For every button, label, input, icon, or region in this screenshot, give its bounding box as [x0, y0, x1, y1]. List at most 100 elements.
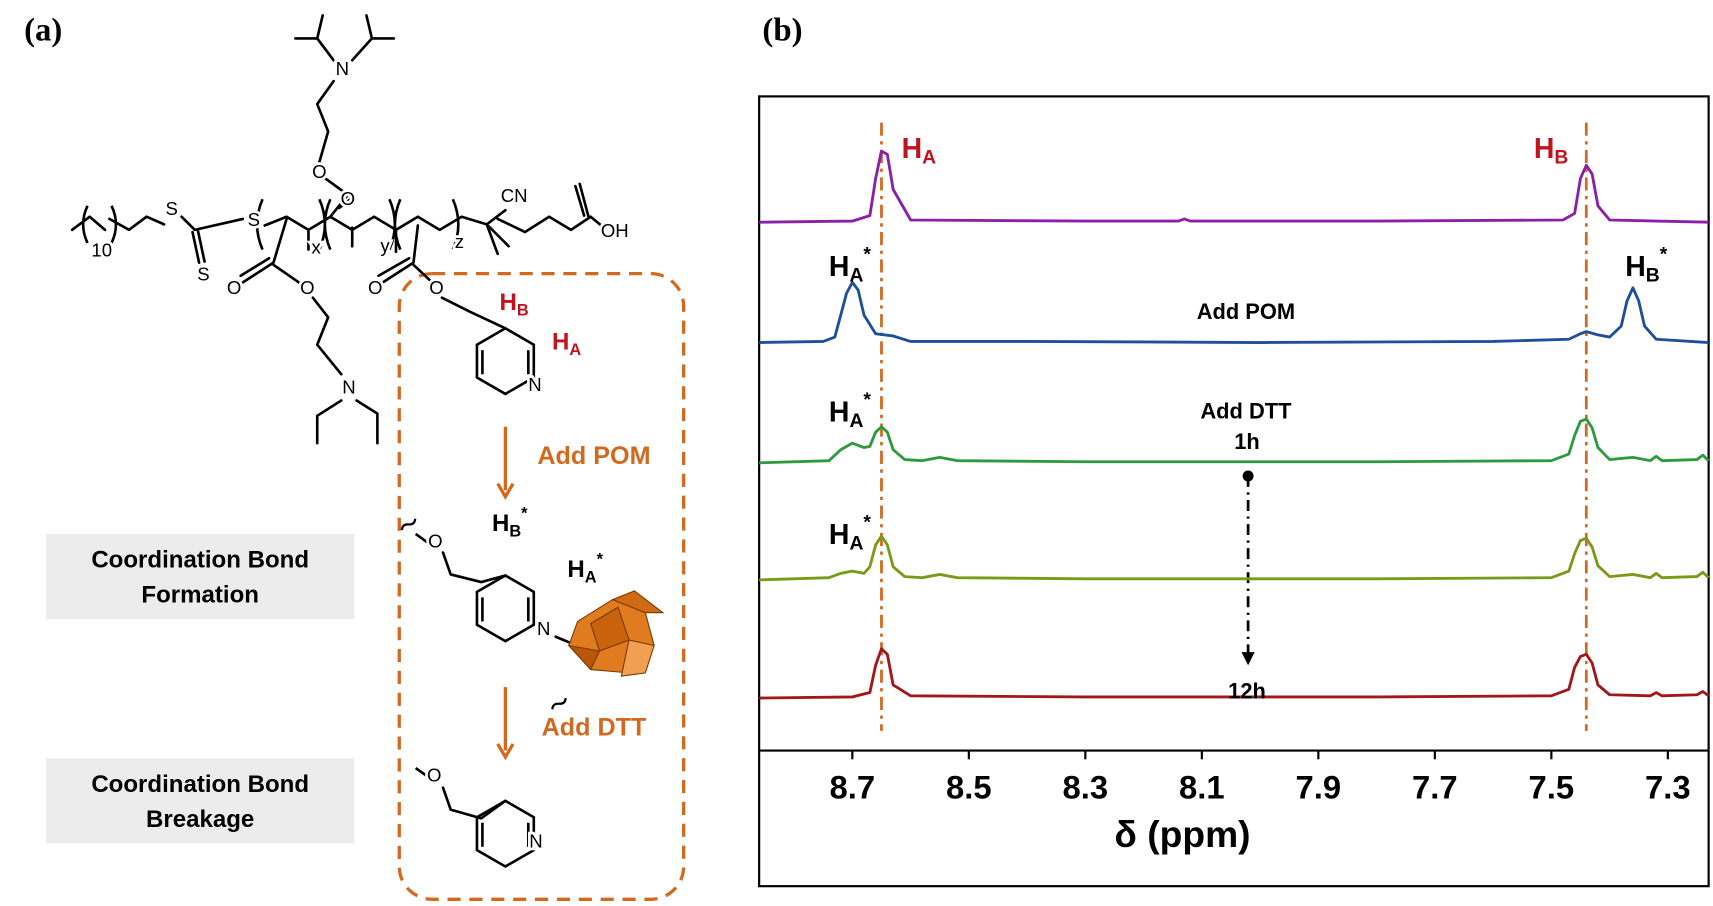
- ring: [475, 326, 536, 396]
- superscript: *: [863, 244, 871, 265]
- symbol: H: [492, 511, 509, 538]
- atom-label: 10: [91, 240, 112, 261]
- subscript: A: [922, 148, 936, 169]
- atom-label: O: [312, 161, 326, 182]
- annotation: Add POM: [1197, 299, 1295, 324]
- superscript: *: [597, 551, 604, 569]
- label-box: [45, 533, 355, 620]
- superscript: *: [863, 512, 871, 533]
- atom-label: O: [341, 188, 355, 209]
- x-tick-label: 7.9: [1296, 769, 1342, 806]
- spectrum: [759, 280, 1709, 344]
- proton-label: HA: [552, 329, 581, 359]
- box-label: Formation: [141, 582, 259, 609]
- superscript: *: [863, 390, 871, 411]
- x-tick-label: 8.1: [1179, 769, 1225, 806]
- atom-label: y: [380, 235, 390, 256]
- subscript: B: [517, 302, 529, 320]
- symbol: H: [829, 251, 850, 283]
- spectrum: [759, 534, 1710, 582]
- x-axis-label: δ (ppm): [1114, 813, 1250, 855]
- annotation: HB: [1534, 133, 1569, 169]
- annotation: Add DTT: [1200, 398, 1292, 423]
- structure: [45, 14, 686, 901]
- symbol: H: [902, 133, 923, 165]
- symbol: H: [552, 329, 569, 356]
- x-tick-label: 7.3: [1645, 769, 1691, 806]
- symbol: H: [829, 519, 850, 551]
- plot-frame: [758, 95, 1710, 888]
- atom-label: x: [311, 236, 321, 257]
- subscript: B: [1554, 148, 1568, 169]
- atom-label: S: [248, 209, 260, 230]
- atom-label: S: [197, 264, 209, 285]
- atom-label: O: [427, 765, 441, 786]
- annotation: 12h: [1228, 678, 1266, 703]
- atom-label: N: [336, 58, 349, 79]
- bonds: [70, 14, 606, 820]
- x-tick-label: 8.5: [946, 769, 992, 806]
- annotation: HA*: [829, 390, 872, 432]
- subscript: A: [849, 266, 863, 287]
- spectrum: [759, 149, 1709, 224]
- x-tick-label: 8.7: [830, 769, 876, 806]
- atom-label: z: [455, 231, 464, 252]
- atom-label: N: [537, 618, 550, 639]
- ring: [475, 799, 536, 868]
- time-arrow-head: [1241, 652, 1255, 666]
- pom-cluster: [567, 590, 665, 677]
- step-label: Add POM: [537, 442, 650, 470]
- wavy-bond: [400, 518, 567, 710]
- annotation: 1h: [1234, 429, 1260, 454]
- atom-label: S: [166, 198, 178, 219]
- panel-label: (b): [762, 12, 802, 48]
- spectrum: [759, 647, 1710, 700]
- spectrum: [759, 417, 1710, 465]
- x-tick-label: 7.7: [1412, 769, 1458, 806]
- x-tick-label: 7.5: [1529, 769, 1575, 806]
- proton-label: HB: [500, 290, 529, 320]
- subscript: A: [849, 411, 863, 432]
- box-label: Coordination Bond: [91, 771, 309, 798]
- atom-label: O: [300, 277, 314, 298]
- box-label: Coordination Bond: [91, 547, 309, 574]
- symbol: H: [500, 290, 517, 317]
- superscript: *: [521, 505, 528, 523]
- subscript: B: [1646, 266, 1660, 287]
- proton-label: HA*: [567, 551, 603, 587]
- atom-label: N: [529, 830, 542, 851]
- label-box: [45, 758, 355, 844]
- atom-label: O: [428, 531, 442, 552]
- subscript: B: [509, 523, 521, 541]
- subscript: A: [569, 341, 581, 359]
- arrow-head: [496, 482, 515, 761]
- subscript: A: [849, 534, 863, 555]
- atom-label: OH: [601, 220, 629, 241]
- annotation: HB*: [1625, 244, 1668, 286]
- annotation: HA*: [829, 244, 872, 286]
- brackets: [81, 198, 460, 251]
- atom-label: N: [528, 374, 541, 395]
- atom-label: O: [429, 277, 443, 298]
- symbol: H: [567, 556, 584, 583]
- bonds: [414, 532, 432, 781]
- atom-label: O: [227, 277, 241, 298]
- atom-label: CN: [501, 185, 528, 206]
- atom-label: N: [342, 376, 355, 397]
- ring: [475, 573, 536, 643]
- annotation: HA*: [829, 512, 872, 554]
- symbol: H: [829, 396, 850, 428]
- dashed-box: [397, 271, 686, 901]
- time-arrow-start: [1242, 470, 1254, 482]
- box-label: Breakage: [146, 806, 254, 833]
- symbol: H: [1534, 133, 1555, 165]
- subscript: A: [585, 569, 597, 587]
- panel-label: (a): [24, 12, 62, 48]
- x-tick-label: 8.3: [1063, 769, 1109, 806]
- proton-label: HB*: [492, 505, 528, 541]
- atom-label: O: [368, 277, 382, 298]
- superscript: *: [1660, 244, 1668, 265]
- annotation: HA: [902, 133, 937, 169]
- step-label: Add DTT: [542, 713, 647, 741]
